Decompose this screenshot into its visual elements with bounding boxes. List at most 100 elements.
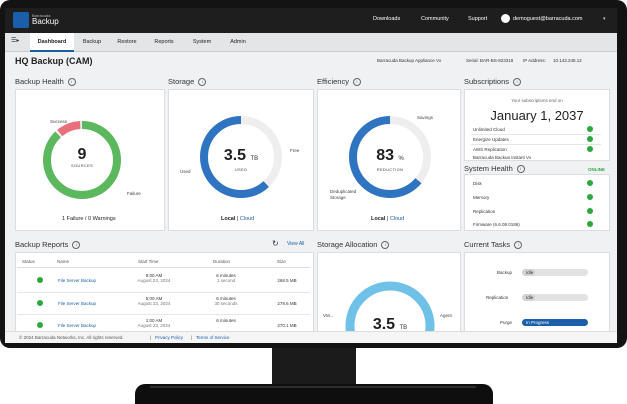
user-email[interactable]: demoguest@barracuda.com [513,16,583,22]
terms-of-service-link[interactable]: Terms of Service [196,335,230,340]
success-status-icon [37,277,43,283]
free-label: Free [290,148,300,153]
storage-used-caption: USED [234,167,248,172]
subscription-item: Unlimited Cloud [473,127,505,132]
barracuda-logo-icon[interactable] [13,12,29,28]
check-icon [587,126,593,132]
tab-dashboard[interactable]: Dashboard [30,33,74,52]
info-icon[interactable]: i [72,241,81,250]
storage-value: 3.5 [223,147,247,164]
job-name-link[interactable]: File Server Backup [58,278,97,283]
storage-allocation-title: Storage Allocation i [317,240,390,250]
local-link[interactable]: Local [221,216,236,222]
check-icon [587,136,593,142]
menu-icon[interactable]: ☰▸ [11,38,20,44]
task-status: Idle [526,270,534,275]
subscriptions-end-text: Your subscriptions end on [511,98,563,103]
dedup-label-2: Storage [330,195,346,200]
check-icon [587,180,593,186]
view-all-link[interactable]: View All [287,241,305,247]
success-status-icon [37,300,43,306]
savings-segment[interactable] [349,116,431,198]
copyright-text: © 2024 Barracuda Networks, Inc. All righ… [19,335,124,340]
monitor-frame: Barracuda Backup Downloads Community Sup… [0,0,627,348]
downloads-link[interactable]: Downloads [373,16,401,22]
community-link[interactable]: Community [421,16,449,22]
success-segment[interactable] [43,121,121,199]
allocation-value: 3.5 [372,316,396,333]
backup-reports-title: Backup Reports i [15,240,81,250]
info-icon[interactable]: i [381,241,390,250]
info-icon[interactable]: i [516,165,525,174]
duration: 6 minutes 30 seconds [214,296,238,306]
storage-title: Storage i [168,77,207,87]
ip-value: 10.143.248.12 [553,58,582,63]
serial-value: BAR-BS-823318 [480,58,514,63]
system-health-item: Firmware (6.6.08.0186) [473,222,520,227]
privacy-policy-link[interactable]: Privacy Policy [155,335,184,340]
sources-count: 9 [77,146,87,163]
efficiency-center: 83 % REDUCTION [360,148,420,173]
info-icon[interactable]: i [67,78,76,87]
backup-health-donut[interactable] [16,90,164,230]
failures-warnings-link[interactable]: 1 Failure / 0 Warnings [62,216,116,222]
monitor-stand-base [135,384,493,404]
vm-label: VM... [323,313,334,318]
start-time: 1:00 AM August 23, 2024 [137,318,171,328]
size: 268.5 MB [277,278,297,283]
row-divider [17,314,310,315]
storage-toggle: Local | Cloud [221,216,255,222]
progress-fill [522,294,536,301]
tab-restore[interactable]: Restore [117,39,137,45]
storage-center: 3.5 TB USED [211,147,271,173]
brand-name: Barracuda [32,13,51,18]
tab-reports[interactable]: Reports [154,39,174,45]
storage-card: Used Free 3.5 TB USED Local | Cloud [168,89,314,231]
backup-health-card: Success Failure 9 SOURCES 1 Failure / 0 … [15,89,165,231]
allocation-ring[interactable] [345,281,435,334]
storage-allocation-donut[interactable] [318,253,460,334]
success-status-icon [37,322,43,328]
job-name-link[interactable]: File Server Backup [58,301,97,306]
cloud-link[interactable]: Cloud [239,216,255,222]
tab-system[interactable]: System [192,39,212,45]
job-name-link[interactable]: File Server Backup [58,323,97,328]
check-icon [587,146,593,152]
storage-allocation-card: VM... Agent 3.5 TB [317,252,461,334]
efficiency-card: Savings Deduplicated Storage 83 % REDUCT… [317,89,461,231]
info-icon[interactable]: i [513,78,522,87]
efficiency-donut[interactable] [318,90,460,230]
backup-health-center: 9 SOURCES [52,146,112,169]
page-footer: © 2024 Barracuda Networks, Inc. All righ… [5,331,617,343]
info-icon[interactable]: i [352,78,361,87]
task-name-backup: Backup [497,270,513,275]
tab-admin[interactable]: Admin [230,39,246,45]
column-header-status[interactable]: Status [22,259,35,264]
column-header-size[interactable]: Size [277,259,286,264]
cloud-link[interactable]: Cloud [389,216,405,222]
current-tasks-title: Current Tasks i [464,240,523,250]
local-link[interactable]: Local [371,216,386,222]
info-icon[interactable]: i [514,241,523,250]
user-avatar-icon[interactable] [501,14,510,23]
dedup-label-1: Deduplicated [330,189,357,194]
efficiency-unit: % [398,156,404,162]
subscriptions-card [464,89,610,161]
support-link[interactable]: Support [468,16,488,22]
used-segment[interactable] [200,116,282,198]
footer-divider: | [191,335,193,340]
duration: 6 minutes 1 second [216,273,236,283]
system-health-item: Replication [473,209,496,214]
info-icon[interactable]: i [198,78,207,87]
column-header-start-time[interactable]: Start Time [138,259,159,264]
chevron-down-icon[interactable]: ▾ [603,16,606,22]
backup-health-title: Backup Health i [15,77,76,87]
column-header-duration[interactable]: Duration [213,259,231,264]
start-time: 5:00 AM August 23, 2024 [137,296,171,306]
tab-backup[interactable]: Backup [82,39,102,45]
progress-fill [522,319,588,326]
top-bar: Barracuda Backup Downloads Community Sup… [5,8,617,33]
column-header-name[interactable]: Name [57,259,70,264]
refresh-icon[interactable]: ↻ [272,239,279,248]
storage-donut[interactable] [169,90,313,230]
